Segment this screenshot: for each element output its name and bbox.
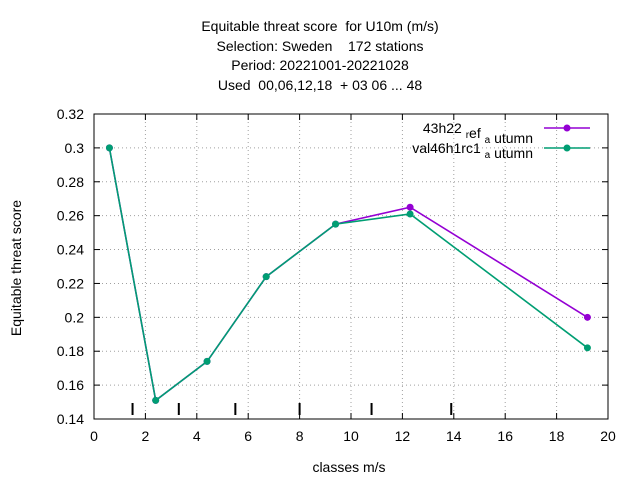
y-tick-label-8: 0.3 — [65, 140, 85, 156]
y-tick-label-6: 0.26 — [57, 208, 84, 224]
legend-marker-1 — [563, 144, 571, 152]
series-line-0 — [108, 147, 588, 402]
y-tick-label-3: 0.2 — [65, 309, 85, 325]
x-tick-label-0: 0 — [90, 428, 98, 444]
series-1-point-4 — [332, 220, 340, 228]
chart-title-line-1: Equitable threat score for U10m (m/s) — [201, 18, 439, 34]
x-tick-label-3: 6 — [244, 428, 252, 444]
legend-label-0: 43h22 ref a utumn — [423, 120, 533, 146]
series-group — [105, 144, 591, 404]
y-tick-label-9: 0.32 — [57, 106, 84, 122]
y-tick-label-2: 0.18 — [57, 343, 84, 359]
chart-title-line-2: Selection: Sweden 172 stations — [216, 38, 424, 54]
series-0-point-5 — [406, 203, 414, 211]
series-1-point-3 — [262, 273, 270, 281]
series-1-point-6 — [583, 344, 591, 352]
x-tick-label-5: 10 — [343, 428, 359, 444]
x-tick-label-6: 12 — [395, 428, 411, 444]
y-axis-label: Equitable threat score — [8, 200, 24, 336]
y-tick-label-7: 0.28 — [57, 174, 84, 190]
x-tick-label-8: 16 — [497, 428, 513, 444]
ticks: 0 2 4 6 8 10 12 14 16 18 20 0.14 0.16 0.18 0.2 0.22 0.24… — [57, 106, 616, 444]
x-axis-label: classes m/s — [312, 459, 385, 475]
series-1-point-1 — [152, 396, 160, 404]
chart-title-line-4: Used 00,06,12,18 + 03 06 ... 48 — [217, 77, 423, 93]
series-0-point-6 — [583, 313, 591, 321]
x-tick-label-1: 2 — [142, 428, 150, 444]
x-tick-label-7: 14 — [446, 428, 462, 444]
class-marks — [131, 403, 453, 415]
series-line-1 — [108, 147, 588, 402]
y-tick-label-4: 0.22 — [57, 275, 84, 291]
series-1-point-5 — [406, 210, 414, 218]
x-tick-label-4: 8 — [296, 428, 304, 444]
y-tick-label-5: 0.24 — [57, 242, 84, 258]
series-1-point-0 — [105, 144, 113, 152]
x-tick-label-10: 20 — [600, 428, 616, 444]
y-tick-label-0: 0.14 — [57, 411, 84, 427]
x-tick-label-2: 4 — [193, 428, 201, 444]
y-tick-label-1: 0.16 — [57, 377, 84, 393]
x-tick-label-9: 18 — [549, 428, 565, 444]
series-1-point-2 — [203, 357, 211, 365]
legend-marker-0 — [563, 124, 571, 132]
legend-label-1: val46h1rc1 a utumn — [412, 140, 533, 161]
grid — [94, 114, 608, 419]
chart-title-line-3: Period: 20221001-20221028 — [231, 57, 409, 73]
